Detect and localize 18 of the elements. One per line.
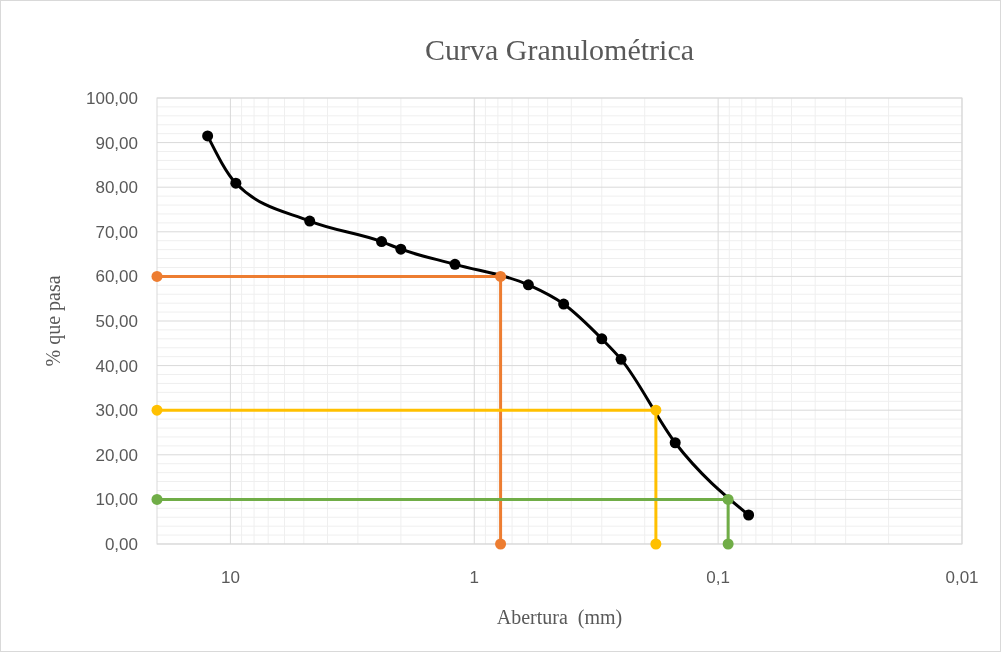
y-tick-label: 30,00 (95, 401, 138, 421)
y-tick-label: 20,00 (95, 445, 138, 465)
y-tick-label: 40,00 (95, 356, 138, 376)
y-tick-label: 60,00 (95, 267, 138, 287)
y-tick-label: 50,00 (95, 312, 138, 331)
x-axis-title: Abertura (mm) (496, 606, 623, 629)
y-tick-label: 10,00 (95, 490, 138, 510)
chart-title: Curva Granulométrica (424, 33, 695, 66)
x-tick-label: 0,1 (706, 568, 730, 587)
x-tick-label: 10 (220, 568, 240, 587)
x-tick-label: 0,01 (945, 568, 979, 587)
y-tick-label: 70,00 (95, 222, 138, 242)
y-axis-title: % que pasa (42, 275, 65, 367)
x-tick-label: 1 (469, 568, 480, 587)
y-tick-label: 100,00 (86, 89, 138, 108)
y-tick-label: 80,00 (95, 178, 138, 198)
y-tick-label: 0,00 (104, 535, 138, 554)
y-tick-label: 90,00 (95, 133, 138, 153)
